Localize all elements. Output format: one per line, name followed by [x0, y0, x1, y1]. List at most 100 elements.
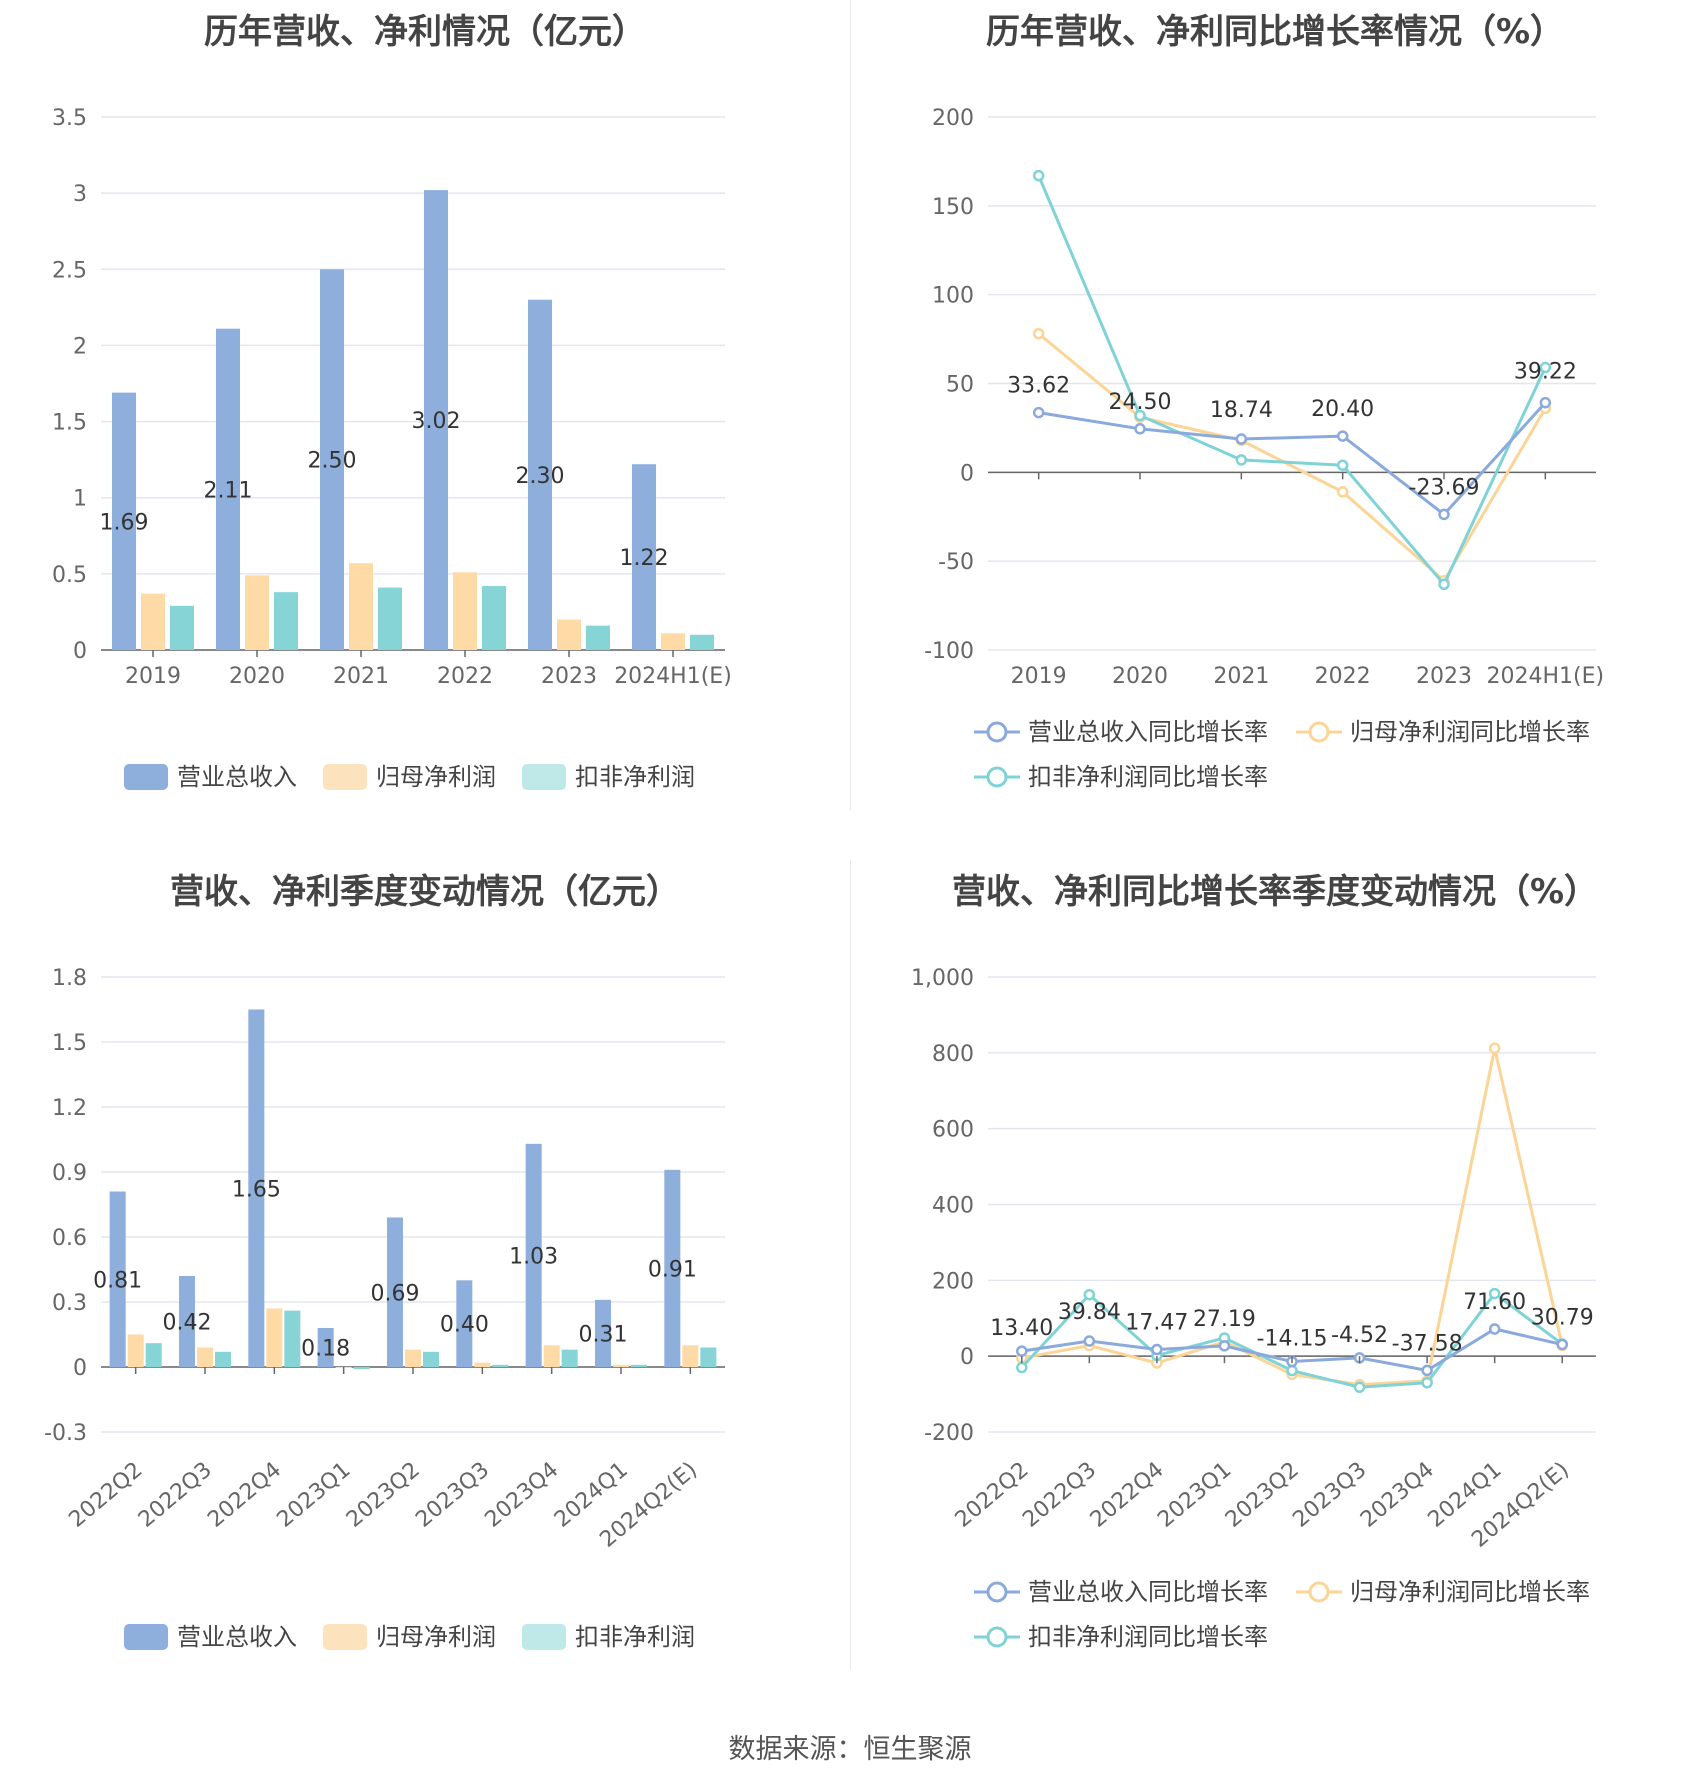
data-label: -37.58 [1392, 1331, 1463, 1356]
bar [482, 586, 506, 650]
legend-line-marker [974, 765, 1020, 789]
bar [557, 619, 581, 650]
bar [492, 1364, 509, 1367]
y-tick-label: 0.9 [52, 1161, 87, 1186]
bar [266, 1308, 283, 1367]
data-label: 39.22 [1514, 360, 1577, 385]
bar [248, 1009, 265, 1367]
data-point [1488, 1323, 1501, 1335]
legend-line-marker [974, 1625, 1020, 1649]
data-point [1083, 1288, 1096, 1301]
legend-line-marker [1296, 1580, 1342, 1604]
data-point [1218, 1340, 1231, 1352]
bar [353, 1367, 370, 1370]
quarter-line-panel: 营收、净利同比增长率季度变动情况（%） -200 0 200 400 600 800 1,0… [850, 860, 1700, 1730]
legend-label: 归母净利润 [376, 1623, 496, 1651]
y-tick-label: -200 [924, 1421, 974, 1446]
chart-title: 历年营收、净利同比增长率情况（%） [985, 12, 1565, 52]
data-label: 27.19 [1193, 1307, 1256, 1332]
data-label: 1.65 [232, 1177, 281, 1202]
x-tick-label: 2023Q1 [1153, 1457, 1236, 1532]
y-tick-label: 0.3 [52, 1291, 87, 1316]
x-tick-label: 2023Q3 [411, 1457, 494, 1532]
data-label: 2.30 [516, 464, 565, 489]
x-tick-label: 2023Q2 [1221, 1457, 1304, 1532]
bar [284, 1310, 301, 1367]
bar [179, 1276, 195, 1367]
legend-label: 归母净利润同比增长率 [1350, 718, 1590, 746]
legend-label: 营业总收入同比增长率 [1028, 1578, 1268, 1606]
data-point [1134, 423, 1146, 435]
bar [525, 1143, 542, 1367]
x-tick-label: 2022Q2 [951, 1457, 1034, 1532]
x-tick-label: 2023 [541, 664, 597, 689]
bar [197, 1347, 213, 1367]
x-tick-label: 2022Q4 [1086, 1457, 1169, 1532]
legend-swatch [124, 1624, 168, 1650]
data-label: 2.50 [308, 449, 357, 474]
chart-title: 历年营收、净利情况（亿元） [204, 12, 646, 52]
bar [141, 593, 165, 650]
data-point [1032, 406, 1045, 419]
x-tick-label: 2019 [125, 664, 181, 689]
data-label: 20.40 [1311, 397, 1374, 422]
x-tick-label: 2022Q2 [65, 1457, 148, 1532]
x-tick-label: 2022 [1315, 664, 1371, 689]
x-tick-label: 2020 [229, 664, 285, 689]
series-line [1038, 401, 1547, 517]
legend-label: 归母净利润 [376, 763, 496, 791]
data-label: 2.11 [204, 478, 253, 503]
quarter-bar-chart: -0.3 0 0.3 0.6 0.9 1.2 1.5 1.8 0.81 0.42 1.65 0.18 0… [44, 966, 725, 1553]
data-point [1488, 1287, 1501, 1300]
legend-swatch [522, 764, 566, 790]
data-point [1336, 430, 1349, 442]
x-tick-label: 2022Q3 [134, 1457, 217, 1532]
x-tick-label: 2022Q4 [203, 1457, 286, 1532]
y-tick-label: 200 [932, 106, 974, 131]
data-label: 0.42 [163, 1311, 212, 1336]
x-tick-label: 2023Q2 [342, 1457, 425, 1532]
y-tick-label: 600 [932, 1118, 974, 1143]
y-tick-label: 1,000 [911, 966, 974, 991]
data-label: 0.69 [371, 1281, 420, 1306]
x-tick-label: 2023Q3 [1288, 1457, 1371, 1532]
bar [112, 392, 136, 650]
y-tick-label: 50 [946, 373, 974, 398]
y-tick-label: 1.8 [52, 966, 87, 991]
bar [424, 190, 448, 650]
data-label: -4.52 [1331, 1323, 1388, 1348]
vertical-divider [850, 860, 851, 1670]
data-point [1134, 409, 1146, 422]
legend-line-marker [974, 1580, 1020, 1604]
x-tick-label: 2021 [333, 664, 389, 689]
y-tick-label: 1.5 [52, 1031, 87, 1056]
data-label: 3.02 [412, 409, 461, 434]
data-point [1151, 1343, 1163, 1356]
legend-swatch [323, 764, 367, 790]
data-point [1488, 1042, 1501, 1055]
data-label: 71.60 [1463, 1290, 1526, 1315]
y-tick-label: 150 [932, 195, 974, 220]
data-label: 30.79 [1531, 1305, 1594, 1330]
data-label: 18.74 [1210, 398, 1273, 423]
data-label: -23.69 [1409, 475, 1480, 500]
y-tick-label: 0 [73, 639, 87, 664]
x-tick-label: 2022Q3 [1018, 1457, 1101, 1532]
y-tick-label: 400 [932, 1194, 974, 1219]
bar [109, 1191, 126, 1367]
x-tick-label: 2022 [437, 664, 493, 689]
data-label: 39.84 [1058, 1300, 1121, 1325]
data-label: 1.69 [100, 510, 149, 535]
bar [631, 1364, 647, 1367]
data-point [1286, 1364, 1298, 1377]
legend-label: 扣非净利润同比增长率 [1028, 1623, 1268, 1651]
data-label: 0.18 [301, 1337, 350, 1362]
bar [245, 575, 269, 650]
data-point [1421, 1364, 1433, 1377]
data-point [1421, 1376, 1433, 1389]
bar [700, 1347, 717, 1367]
y-tick-label: 0.6 [52, 1226, 87, 1251]
data-point [1539, 396, 1552, 409]
data-point [1438, 578, 1450, 591]
y-tick-label: 800 [932, 1042, 974, 1067]
